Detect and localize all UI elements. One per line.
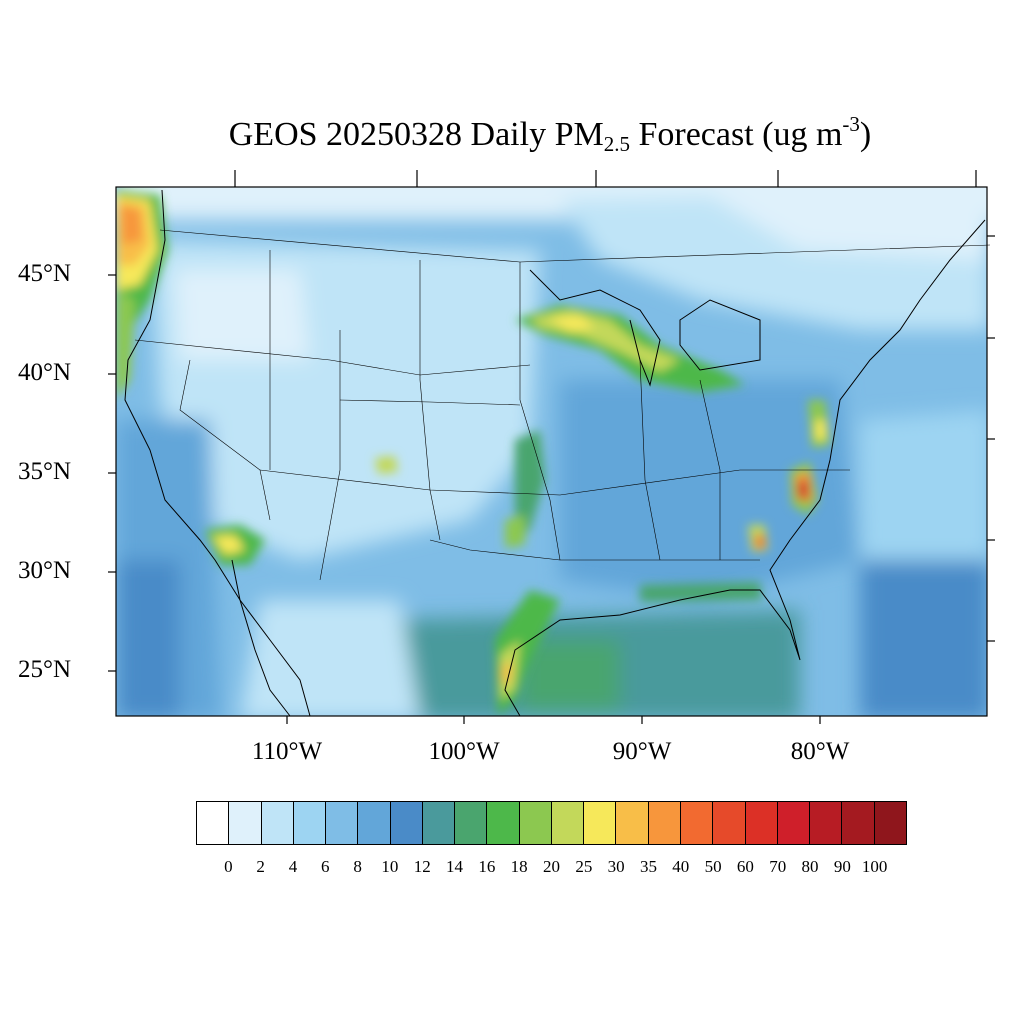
colorbar-label: 80 xyxy=(801,857,819,876)
state-borders xyxy=(134,229,991,581)
coastline xyxy=(124,189,986,717)
colorbar-label: 30 xyxy=(607,857,625,876)
colorbar-label: 25 xyxy=(575,857,593,876)
colorbar-label: 35 xyxy=(639,857,657,876)
colorbar-swatch xyxy=(229,802,262,844)
colorbar-label: 14 xyxy=(446,857,464,876)
colorbar-swatch xyxy=(584,802,617,844)
colorbar-swatch xyxy=(422,802,456,844)
colorbar-swatch xyxy=(261,802,294,844)
title-end: ) xyxy=(859,116,872,153)
colorbar-swatch xyxy=(519,802,552,844)
colorbar-swatch xyxy=(810,802,843,844)
colorbar-label: 50 xyxy=(704,857,722,876)
colorbar-label: 8 xyxy=(353,857,362,876)
colorbar-swatch xyxy=(745,802,778,844)
axis-ticks xyxy=(108,170,995,724)
colorbar-swatch xyxy=(326,802,359,844)
lon-label-90w: 90°W xyxy=(612,738,672,765)
title-main: GEOS 20250328 Daily PM xyxy=(228,116,604,153)
colorbar-label: 90 xyxy=(833,857,851,876)
colorbar-label: 6 xyxy=(321,857,330,876)
colorbar-swatch xyxy=(551,802,585,844)
map-frame xyxy=(115,186,988,717)
colorbar-swatch xyxy=(680,802,714,844)
colorbar xyxy=(196,801,907,845)
lat-label-45: 45°N xyxy=(18,260,72,287)
colorbar-label: 70 xyxy=(769,857,787,876)
colorbar-swatch xyxy=(455,802,488,844)
map-title: GEOS 20250328 Daily PM2.5 Forecast (ug m… xyxy=(0,112,1024,157)
colorbar-label: 0 xyxy=(224,857,233,876)
colorbar-label: 2 xyxy=(256,857,265,876)
colorbar-label: 40 xyxy=(672,857,690,876)
concentration-field xyxy=(116,187,987,716)
colorbar-label: 12 xyxy=(413,857,431,876)
colorbar-label: 4 xyxy=(288,857,298,876)
colorbar-swatch xyxy=(777,802,811,844)
colorbar-swatch xyxy=(487,802,520,844)
colorbar-label: 18 xyxy=(510,857,528,876)
lat-label-40: 40°N xyxy=(18,359,72,386)
colorbar-label: 60 xyxy=(736,857,754,876)
title-superscript: -3 xyxy=(842,112,860,136)
lat-label-35: 35°N xyxy=(18,458,72,485)
colorbar-label: 10 xyxy=(381,857,399,876)
colorbar-label: 100 xyxy=(861,857,888,876)
colorbar-label: 16 xyxy=(478,857,496,876)
title-subscript: 2.5 xyxy=(603,132,630,156)
colorbar-swatch xyxy=(874,802,906,844)
lon-label-80w: 80°W xyxy=(790,738,850,765)
lon-label-110w: 110°W xyxy=(251,738,323,765)
colorbar-label: 20 xyxy=(543,857,560,876)
title-mid: Forecast (ug m xyxy=(629,116,843,153)
colorbar-swatch xyxy=(842,802,875,844)
colorbar-swatch xyxy=(713,802,746,844)
colorbar-swatch xyxy=(648,802,681,844)
lat-label-30: 30°N xyxy=(18,557,72,584)
colorbar-swatch xyxy=(616,802,649,844)
lat-label-25: 25°N xyxy=(18,656,72,683)
lon-label-100w: 100°W xyxy=(428,738,500,765)
colorbar-swatch xyxy=(197,802,230,844)
colorbar-swatch xyxy=(293,802,327,844)
colorbar-swatch xyxy=(358,802,391,844)
colorbar-swatch xyxy=(390,802,423,844)
